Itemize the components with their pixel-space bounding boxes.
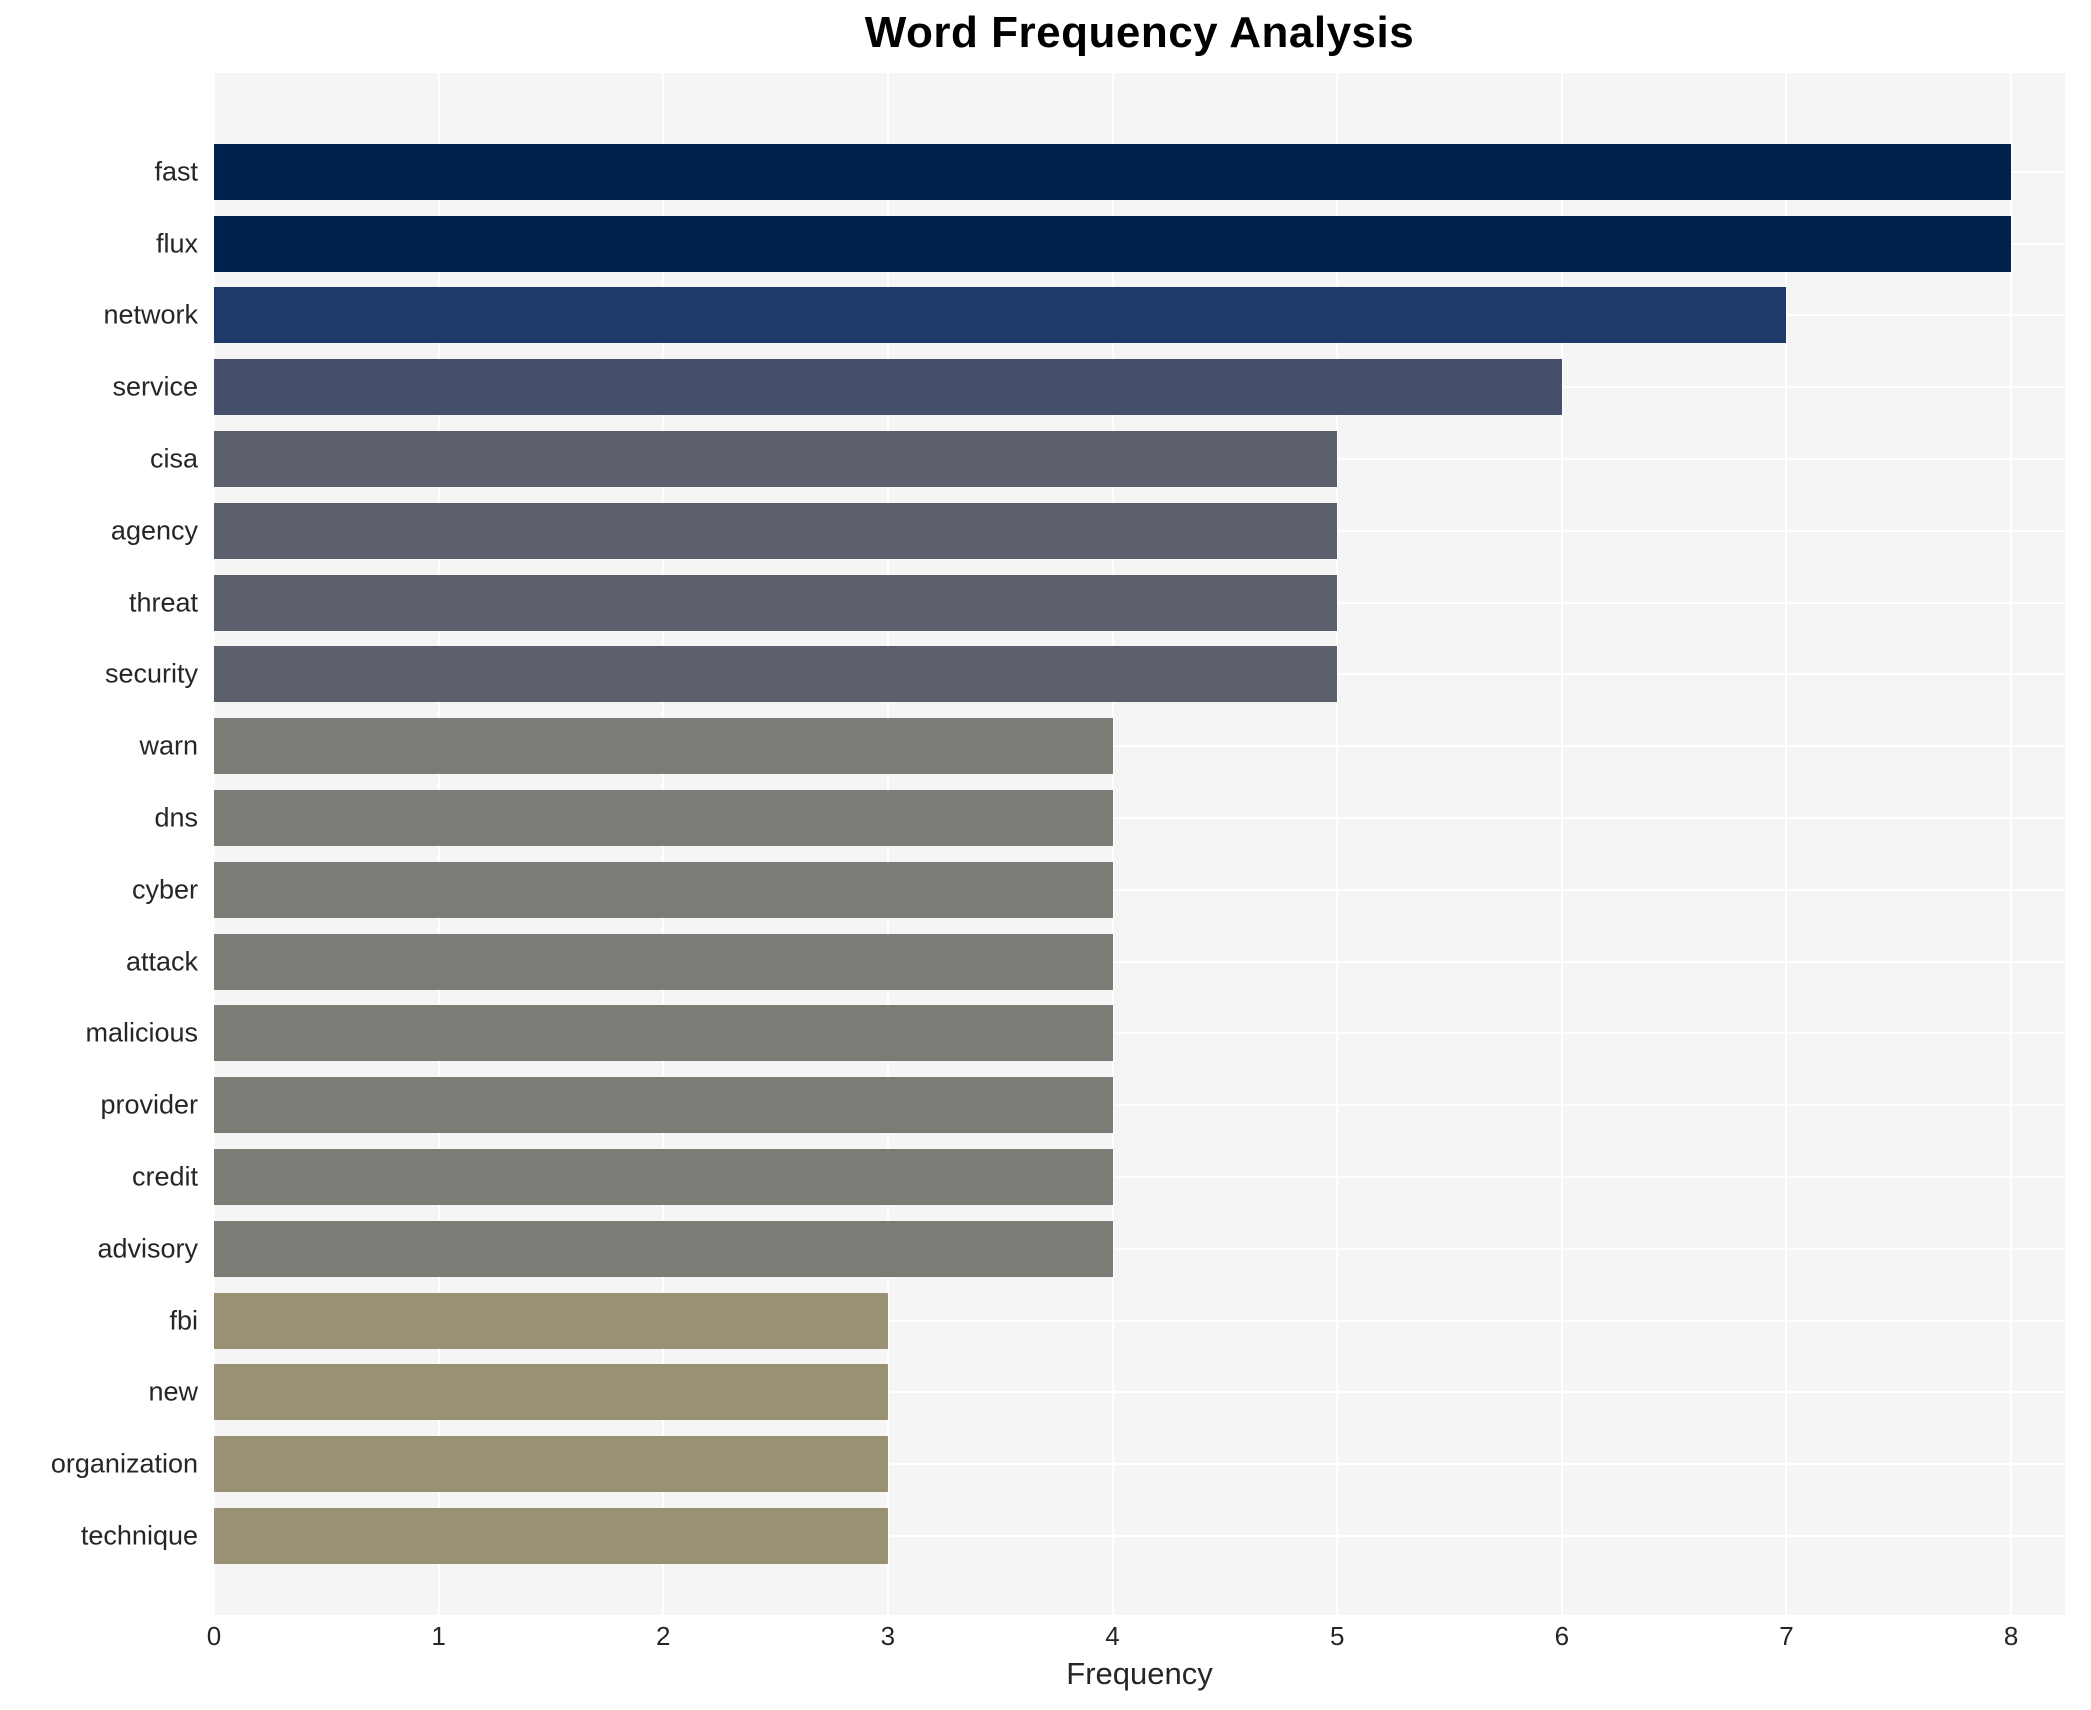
frequency-bar (214, 1077, 1113, 1134)
horizontal-gridline (214, 745, 2065, 748)
bar-row: new (148, 1357, 2065, 1429)
y-axis-label: advisory (97, 1233, 198, 1264)
frequency-bar (214, 359, 1562, 416)
y-axis-label: warn (139, 730, 198, 761)
bar-row: service (112, 351, 2065, 423)
y-axis-label: new (148, 1376, 198, 1407)
bar-row: threat (129, 567, 2065, 639)
bar-row: attack (126, 926, 2065, 998)
bar-row: technique (81, 1500, 2065, 1572)
frequency-bar (214, 502, 1338, 559)
frequency-bar (214, 574, 1338, 631)
y-axis-label: flux (155, 228, 198, 259)
horizontal-gridline (214, 1535, 2065, 1538)
horizontal-gridline (214, 1176, 2065, 1179)
y-axis-label: provider (100, 1089, 198, 1120)
bar-rows-container: fast flux network service cisa agency threat se… (51, 73, 2065, 1615)
y-axis-label: fast (154, 156, 198, 187)
y-axis-label: network (103, 299, 198, 330)
vertical-gridline (2010, 73, 2013, 1615)
frequency-bar (214, 287, 1787, 344)
frequency-bar (214, 718, 1113, 775)
bar-row: security (105, 639, 2065, 711)
y-axis-label: malicious (85, 1017, 198, 1048)
y-axis-label: credit (131, 1161, 198, 1192)
x-tick-label: 4 (1105, 1621, 1120, 1651)
horizontal-gridline (214, 1247, 2065, 1250)
y-axis-label: cisa (149, 443, 198, 474)
y-axis-label: attack (125, 946, 198, 977)
y-axis-label: fbi (169, 1305, 198, 1336)
bar-row: warn (139, 710, 2065, 782)
y-axis-label: organization (50, 1448, 198, 1479)
chart-title: Word Frequency Analysis (864, 8, 1415, 57)
bar-row: fast (154, 136, 2065, 208)
y-axis-label: threat (128, 587, 198, 618)
frequency-bar (214, 1005, 1113, 1062)
x-tick-label: 8 (2003, 1621, 2019, 1651)
frequency-bar (214, 1292, 888, 1349)
bar-row: dns (154, 782, 2065, 854)
x-tick-label: 0 (206, 1621, 222, 1651)
bar-row: cyber (132, 854, 2065, 926)
bar-row: credit (132, 1141, 2065, 1213)
x-tick-label: 5 (1329, 1621, 1345, 1651)
horizontal-gridline (214, 1032, 2065, 1035)
y-axis-label: agency (110, 515, 198, 546)
x-tick-label: 3 (880, 1621, 896, 1651)
horizontal-gridline (214, 888, 2065, 891)
vertical-gridline (1111, 73, 1114, 1615)
horizontal-gridline (214, 1391, 2065, 1394)
plot-area: fast flux network service cisa agency threat se… (51, 73, 2065, 1615)
bar-row: fbi (169, 1285, 2065, 1357)
frequency-bar (214, 1436, 888, 1493)
frequency-bar (214, 1508, 888, 1565)
bar-row: malicious (85, 998, 2065, 1070)
x-axis-ticks: 0 1 2 3 4 5 6 7 8 (207, 1621, 2065, 1657)
vertical-gridline (1336, 73, 1339, 1615)
horizontal-gridline (214, 1104, 2065, 1107)
y-axis-label: service (112, 371, 198, 402)
y-axis-label: security (104, 658, 198, 689)
bar-row: provider (100, 1069, 2065, 1141)
frequency-bar (214, 790, 1113, 847)
y-axis-label: cyber (131, 874, 198, 905)
frequency-bar (214, 431, 1338, 488)
horizontal-gridline (214, 1319, 2065, 1322)
bar-row: agency (111, 495, 2065, 567)
x-tick-label: 7 (1779, 1621, 1794, 1651)
frequency-bar (214, 1220, 1113, 1277)
x-axis-title: Frequency (1066, 1656, 1213, 1691)
horizontal-gridline (214, 817, 2065, 820)
x-tick-label: 1 (431, 1621, 446, 1651)
bar-row: organization (51, 1428, 2065, 1500)
frequency-bar (214, 861, 1113, 918)
x-tick-label: 6 (1554, 1621, 1570, 1651)
vertical-gridline (1785, 73, 1788, 1615)
bar-row: advisory (97, 1213, 2065, 1285)
bar-row: cisa (150, 423, 2065, 495)
frequency-bar (214, 215, 2012, 272)
horizontal-gridline (214, 960, 2065, 963)
frequency-bar (214, 143, 2012, 200)
bar-row: flux (156, 208, 2065, 280)
frequency-bar (214, 646, 1338, 703)
y-axis-label: dns (154, 802, 198, 833)
horizontal-gridline (214, 1463, 2065, 1466)
bar-row: network (103, 280, 2065, 352)
frequency-bar (214, 933, 1113, 990)
vertical-gridline (1560, 73, 1563, 1615)
y-axis-label: technique (80, 1520, 198, 1551)
frequency-bar (214, 1149, 1113, 1206)
x-tick-label: 2 (656, 1621, 671, 1651)
frequency-bar (214, 1364, 888, 1421)
